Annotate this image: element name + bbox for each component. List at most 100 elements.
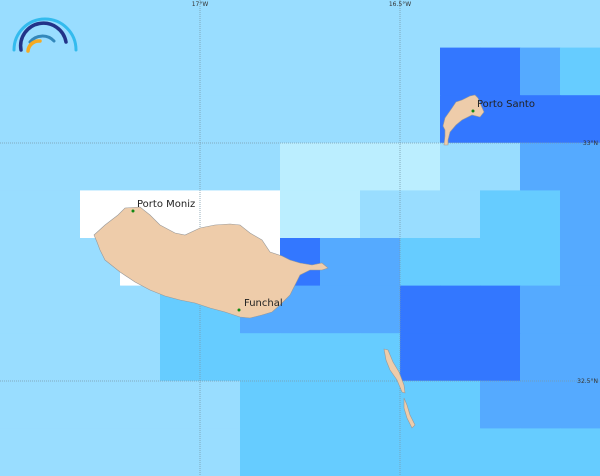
grid-cell [360,380,401,429]
grid-cell [160,0,201,49]
grid-cell [160,333,201,382]
grid-cell [480,333,521,382]
grid-cell [560,47,600,96]
grid-cell [40,238,81,287]
grid-cell [400,0,441,49]
grid-cell [200,142,241,191]
grid-cell [520,428,561,476]
grid-cell [520,95,561,144]
town-label-porto-santo: Porto Santo [477,99,535,110]
grid-cell [360,0,401,49]
grid-cell [120,0,161,49]
grid-cell [480,142,521,191]
grid-cell [560,285,600,334]
grid-cell [360,238,401,287]
grid-cell [520,47,561,96]
grid-cell [360,190,401,239]
town-marker-porto-moniz [131,209,135,213]
grid-cell [200,380,241,429]
grid-cell [320,190,361,239]
desertas-south[interactable] [403,397,416,429]
grid-cell [40,95,81,144]
grid-cell [0,285,41,334]
grid-cell [120,95,161,144]
grid-cell [520,238,561,287]
grid-cell [520,190,561,239]
grid-cell [160,142,201,191]
grid-cell [280,47,321,96]
grid-cell [240,47,281,96]
town-label-funchal: Funchal [244,298,283,309]
grid-cell [280,95,321,144]
grid-cell [400,47,441,96]
grid-cell [400,285,441,334]
grid-cell [0,95,41,144]
grid-cell [200,0,241,49]
grid-cell [480,238,521,287]
grid-cell [440,285,481,334]
towns: Porto Santo Porto Moniz Funchal [131,99,535,312]
lon-label-16-5w: 16.5°W [389,1,411,8]
grid-cell [440,0,481,49]
grid-cell [0,380,41,429]
grid-cell [80,142,121,191]
grid-cell [0,142,41,191]
grid-cell [400,142,441,191]
town-label-porto-moniz: Porto Moniz [137,199,195,210]
grid-cell [200,95,241,144]
grid-cell [480,285,521,334]
grid-cell [200,47,241,96]
grid-cell [480,190,521,239]
grid-cell [320,47,361,96]
grid-cell [160,95,201,144]
grid-cell [480,95,521,144]
grid-cell [360,285,401,334]
grid-cell [80,285,121,334]
grid-cell [200,333,241,382]
grid-cell [320,238,361,287]
grid-cell [480,47,521,96]
grid-cell [360,428,401,476]
grid-cell [360,142,401,191]
grid-cell [320,0,361,49]
grid-cell [520,333,561,382]
grid-cell [360,95,401,144]
axis-labels: 17°W 16.5°W 33°N 32.5°N [192,1,598,385]
porto-santo-island[interactable] [442,94,485,146]
grid-cell [280,428,321,476]
grid-cell [120,142,161,191]
grid-cell [80,380,121,429]
grid-cell [240,95,281,144]
grid-cell [280,0,321,49]
madeira-island[interactable] [93,206,329,319]
grid-cell [400,95,441,144]
grid-cell [480,0,521,49]
grid-cell [480,428,521,476]
desertas-north[interactable] [383,348,406,394]
grid-cell [160,428,201,476]
grid-cell [40,428,81,476]
wave-arcs-logo [12,17,78,53]
grid-cell [40,333,81,382]
grid-cell [80,47,121,96]
grid-cell [520,285,561,334]
land [93,94,485,429]
grid-cell [400,333,441,382]
grid-cell [400,190,441,239]
town-marker-funchal [237,308,241,312]
grid-cell [320,285,361,334]
grid-cell [440,190,481,239]
grid-cell [40,285,81,334]
grid-cell [80,95,121,144]
grid-cell [560,0,600,49]
grid-cell [240,333,281,382]
grid-cell [320,142,361,191]
grid-cell [320,428,361,476]
grid-cell [0,333,41,382]
town-marker-porto-santo [471,109,475,113]
grid-cell [120,285,161,334]
grid-cell [520,142,561,191]
